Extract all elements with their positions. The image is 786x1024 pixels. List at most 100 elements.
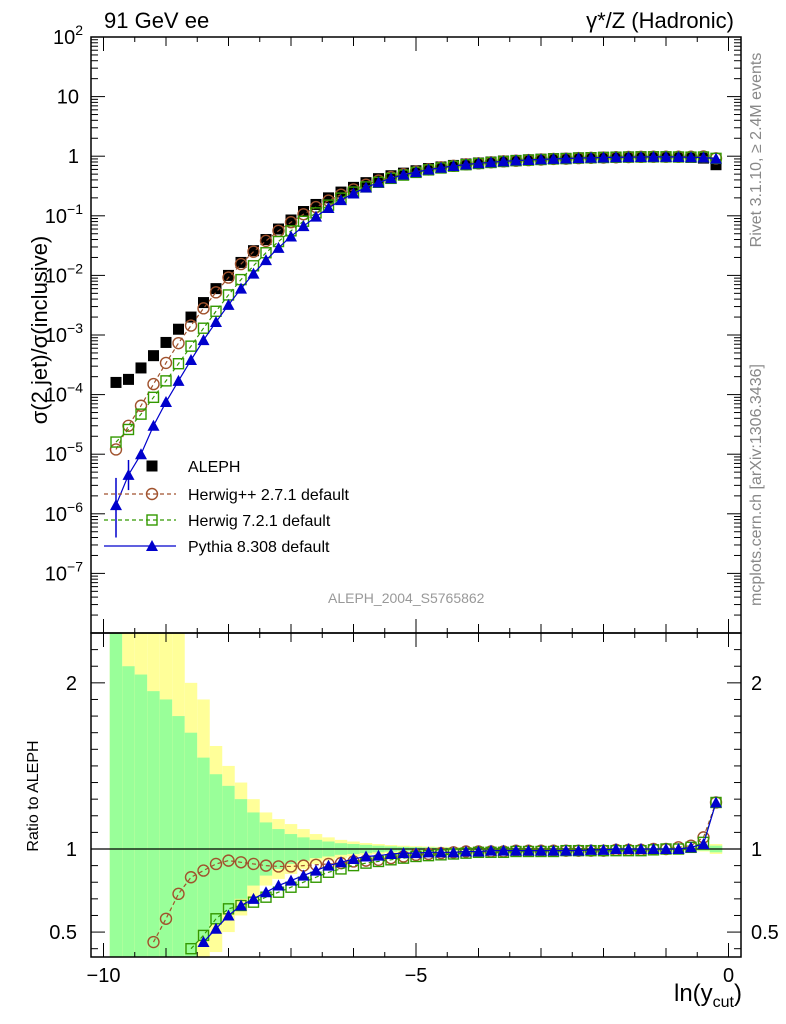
ratio-point-pythia-8-308-default [497,844,510,856]
ratio-panel [91,796,741,955]
point-herwig-2-7-1-default [234,257,248,271]
point-pythia-8-308-default [210,316,222,328]
ratio-y-tick-label-right: 2 [751,673,762,695]
legend-marker-herwig-2-7-1-default [145,487,159,501]
ratio-point-herwig-2-7-1-default [284,860,298,873]
ratio-point-pythia-8-308-default [347,852,360,864]
ratio-y-tick-label-left: 1 [66,839,77,861]
point-pythia-8-308-default [272,241,285,253]
ratio-point-pythia-8-308-default [247,892,260,904]
ratio-point-herwig-2-7-1-default [159,912,173,925]
point-herwig-7-2-1-default [122,423,135,436]
point-pythia-8-308-default [385,172,397,184]
ratio-point-pythia-8-308-default [410,847,422,859]
point-aleph [185,311,197,323]
ratio-point-herwig-7-2-1-default [185,942,197,955]
point-pythia-8-308-default [697,151,710,163]
point-pythia-8-308-default [260,254,272,266]
point-pythia-8-308-default [710,152,722,164]
ratio-point-pythia-8-308-default [510,844,522,856]
band-inner [184,732,198,957]
ratio-point-pythia-8-308-default [622,843,635,854]
main-y-axis-label: σ(2 jet)/σ(inclusive) [27,235,52,425]
mcplots-label: mcplots.cern.ch [arXiv:1306.3436] [748,364,765,606]
point-pythia-8-308-default [222,298,235,310]
ratio-point-pythia-8-308-default [397,847,410,859]
point-herwig-2-7-1-default [209,286,223,299]
legend-label-aleph: ALEPH [188,459,240,476]
point-aleph [310,198,322,210]
ratio-point-pythia-8-308-default [285,874,297,886]
point-herwig-7-2-1-default [135,408,147,420]
point-pythia-8-308-default [585,151,597,163]
ratio-point-pythia-8-308-default [472,845,485,857]
ratio-point-pythia-8-308-default [672,843,685,854]
legend: ALEPH Herwig++ 2.7.1 default Herwig 7.2.1 … [104,459,350,556]
point-pythia-8-308-default [235,282,247,294]
point-herwig-2-7-1-default [284,216,298,229]
ratio-point-pythia-8-308-default [535,844,547,856]
point-aleph [110,376,122,388]
point-pythia-8-308-default [522,153,535,165]
point-pythia-8-308-default [285,230,297,242]
y-tick-label: 10−6 [45,499,83,526]
ratio-point-pythia-8-308-default [372,849,385,861]
point-pythia-8-308-default [335,194,347,206]
ratio-point-pythia-8-308-default [685,841,697,853]
analysis-tag: ALEPH_2004_S5765862 [328,590,485,606]
ratio-point-pythia-8-308-default [597,843,610,855]
point-pythia-8-308-default [310,210,322,222]
ratio-point-pythia-8-308-default [610,843,622,854]
band-inner [147,691,160,957]
y-tick-label: 10 [57,87,79,109]
point-pythia-8-308-default [372,176,385,188]
point-aleph [173,323,184,335]
point-pythia-8-308-default [485,156,497,168]
ratio-point-herwig-2-7-1-default [197,864,210,877]
point-aleph [223,269,234,281]
ratio-point-pythia-8-308-default [335,856,347,868]
point-herwig-7-2-1-default [147,391,160,404]
ratio-point-pythia-8-308-default [197,936,210,948]
point-pythia-8-308-default [535,153,547,165]
ratio-y-tick-label-left: 0.5 [49,922,77,944]
point-pythia-8-308-default [547,152,560,164]
point-herwig-2-7-1-default [184,319,198,332]
point-aleph [248,245,259,257]
legend-label-herwig-2-7-1-default: Herwig++ 2.7.1 default [188,487,350,504]
point-herwig-2-7-1-default [247,245,260,258]
point-herwig-2-7-1-default [159,356,173,370]
ratio-point-pythia-8-308-default [460,845,472,857]
point-pythia-8-308-default [410,166,422,178]
legend-label-pythia-8-308-default: Pythia 8.308 default [188,539,330,556]
ratio-point-pythia-8-308-default [585,843,597,855]
x-axis-label: ln(ycut) [674,980,742,1012]
ratio-point-pythia-8-308-default [435,846,447,858]
ratio-point-pythia-8-308-default [310,864,322,876]
point-pythia-8-308-default [435,161,447,173]
ratio-point-pythia-8-308-default [222,909,235,921]
ratio-y-tick-label-right: 1 [751,839,762,861]
point-pythia-8-308-default [685,151,697,163]
point-herwig-7-2-1-default [160,375,172,387]
x-axis-label-main: ln(y [673,980,713,1007]
band-inner [122,666,135,957]
y-tick-label: 10−5 [45,439,83,466]
y-tick-label: 10−4 [45,380,83,407]
ratio-point-pythia-8-308-default [572,844,585,856]
x-axis-label-close: ) [734,980,742,1007]
point-aleph [335,186,347,198]
ratio-point-pythia-8-308-default [322,859,335,871]
point-herwig-2-7-1-default [172,336,185,350]
point-pythia-8-308-default [647,150,660,162]
point-aleph [123,373,134,385]
band-inner [134,674,148,957]
ratio-point-herwig-2-7-1-default [247,857,260,871]
point-herwig-2-7-1-default [197,302,210,315]
ratio-point-pythia-8-308-default [635,843,647,854]
point-pythia-8-308-default [160,396,172,408]
point-pythia-8-308-default [422,163,435,175]
ratio-point-herwig-2-7-1-default [184,871,198,884]
ratio-y-tick-label-right: 0.5 [751,922,779,944]
